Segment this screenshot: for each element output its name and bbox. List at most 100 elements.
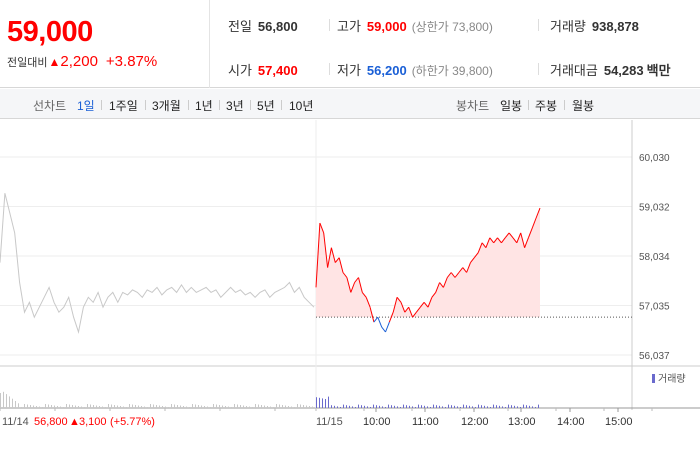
price-segment [334, 257, 340, 263]
volume-bar [18, 403, 19, 408]
volume-bar [535, 407, 536, 408]
open-label: 시가 [228, 63, 252, 78]
volume-bar [63, 407, 64, 408]
volume-bar [297, 404, 298, 408]
period-3y[interactable]: 3년 [226, 99, 244, 113]
price-segment [473, 252, 479, 259]
x-tick-label: 13:00 [508, 416, 536, 428]
volume-bar [445, 407, 446, 408]
candle-chart-label: 봉차트 [456, 99, 490, 113]
volume-bar [54, 405, 55, 408]
price-segment [470, 257, 475, 263]
volume-bar [198, 405, 199, 408]
price-segment [458, 267, 464, 273]
volume-bar [430, 407, 431, 408]
volume-bar [144, 406, 145, 408]
volume-bar [496, 405, 497, 408]
y-tick-label: 58,034 [639, 252, 670, 263]
volume-bar [412, 406, 413, 408]
volume-bar [442, 406, 443, 408]
prev-day-up-icon: ▲ [69, 416, 80, 428]
intraday-chart[interactable]: 60,030 59,032 58,034 57,035 56,037 거래량 10:00… [0, 120, 700, 450]
volume-bar [316, 397, 317, 408]
today-price-line [315, 207, 541, 333]
upper-limit: (상한가 73,800) [411, 20, 493, 34]
candle-daily[interactable]: 일봉 [500, 99, 523, 113]
price-segment [516, 232, 522, 243]
price-segment [408, 307, 414, 318]
price-change: 전일대비▲2,200 +3.87% [7, 53, 157, 70]
volume-bar [180, 405, 181, 408]
volume-bar [270, 406, 271, 408]
volume-bar [120, 406, 121, 408]
volume-bar [454, 405, 455, 408]
price-segment [466, 262, 471, 273]
volume-bar [99, 406, 100, 408]
volume-bar [264, 405, 265, 408]
volume-bar [520, 407, 521, 408]
price-segment [354, 277, 359, 283]
price-segment [369, 307, 375, 323]
volume-bar [141, 406, 142, 408]
volume-bar [210, 407, 211, 408]
open-price: 시가 57,400 [228, 60, 298, 79]
period-10y[interactable]: 10년 [289, 99, 314, 113]
prev-day-price: 56,800 [34, 416, 68, 428]
divider [538, 63, 539, 75]
volume-bar [69, 404, 70, 408]
volume-bar [189, 407, 190, 408]
price-segment [524, 237, 529, 248]
volume-bar [397, 406, 398, 408]
price-segment [377, 317, 383, 328]
volume-bar [237, 404, 238, 408]
volume-bar [183, 406, 184, 408]
volume-bar [526, 405, 527, 408]
period-1y[interactable]: 1년 [195, 99, 213, 113]
price-segment [501, 237, 506, 244]
volume-bar [30, 405, 31, 408]
volume-bar [114, 405, 115, 408]
candle-monthly[interactable]: 월봉 [572, 99, 595, 113]
volume-bar [349, 405, 350, 408]
volume-bar [469, 405, 470, 408]
volume-bar [385, 407, 386, 408]
volume-bar [243, 405, 244, 408]
volume-bar [532, 406, 533, 408]
volume-bar [12, 398, 13, 408]
price-segment [315, 222, 321, 288]
amount-unit: 백만 [646, 63, 671, 78]
price-segment [477, 242, 483, 253]
period-5y[interactable]: 5년 [257, 99, 275, 113]
volume-bar [231, 407, 232, 408]
volume-bar [72, 405, 73, 408]
volume-bar [225, 406, 226, 408]
volume-bar [294, 407, 295, 408]
volume-bar [21, 407, 22, 408]
volume-bar [291, 406, 292, 408]
volume-bar [499, 405, 500, 408]
volume-bar [523, 404, 524, 408]
volume-bar [319, 397, 320, 408]
price-segment [481, 242, 487, 249]
volume-legend: 거래량 [652, 373, 686, 385]
volume-bar [325, 399, 326, 408]
volume-bar [228, 406, 229, 408]
volume-bar [66, 404, 67, 408]
volume-bar [364, 405, 365, 408]
volume-bar [216, 404, 217, 408]
volume-bar [379, 405, 380, 408]
price-segment [404, 306, 410, 313]
chart-grid [0, 120, 700, 410]
period-1d[interactable]: 1일 [77, 99, 95, 113]
period-1w[interactable]: 1주일 [109, 99, 138, 113]
volume-bar [276, 404, 277, 408]
volume-bar [334, 405, 335, 408]
price-segment [512, 237, 518, 244]
volume-bar [337, 406, 338, 408]
volume-bar [355, 407, 356, 408]
low-label: 저가 [337, 63, 361, 78]
volume-bar [463, 404, 464, 408]
volume-bar [240, 405, 241, 408]
period-3m[interactable]: 3개월 [152, 99, 181, 113]
candle-weekly[interactable]: 주봉 [535, 99, 558, 113]
